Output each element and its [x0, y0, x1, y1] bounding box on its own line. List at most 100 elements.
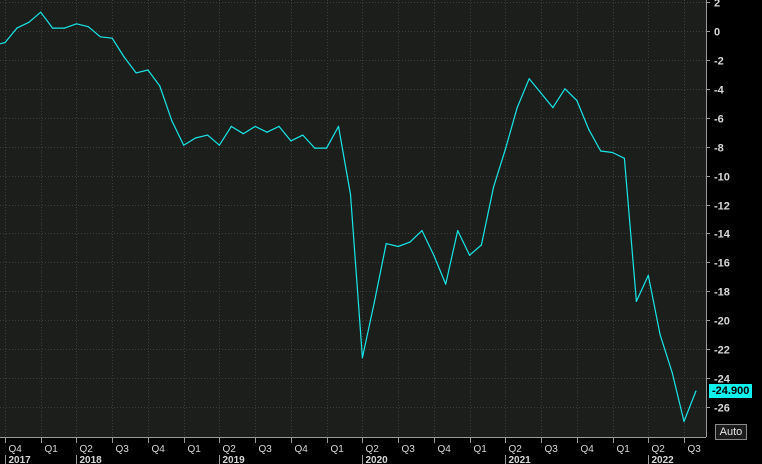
data-point — [457, 230, 459, 232]
data-point — [588, 128, 590, 130]
series-group — [0, 11, 697, 423]
x-quarter-label: Q1 — [474, 444, 488, 455]
data-point — [445, 283, 447, 285]
y-tick-label: -20 — [714, 316, 730, 328]
data-point — [326, 147, 328, 149]
y-tick-label: -10 — [714, 172, 730, 184]
y-tick-label: -4 — [714, 85, 725, 97]
y-tick-label: -12 — [714, 201, 730, 213]
data-point — [147, 69, 149, 71]
x-year-label: 2021 — [509, 455, 532, 464]
data-point — [242, 133, 244, 135]
y-tick-label: -6 — [714, 114, 724, 126]
data-point — [683, 420, 685, 423]
data-point — [194, 137, 197, 139]
data-point — [385, 243, 387, 245]
data-point — [647, 274, 649, 276]
data-point — [659, 334, 661, 336]
data-point — [266, 131, 268, 133]
y-axis: 2 0 -2 -4 -6 -8 -10 -12 -14 -16 -18 -20 -22 -24 -26 — [706, 0, 731, 415]
y-tick-label: 2 — [714, 0, 720, 10]
x-quarter-label: Q4 — [152, 444, 166, 455]
x-quarter-label: Q4 — [581, 444, 595, 455]
data-point — [302, 134, 304, 136]
data-point — [516, 107, 518, 109]
data-point — [409, 241, 411, 243]
data-point — [64, 27, 66, 29]
x-year-label: 2019 — [223, 455, 246, 464]
data-point — [373, 302, 375, 304]
x-quarter-label: Q2 — [366, 444, 380, 455]
x-quarter-label: Q1 — [45, 444, 59, 455]
data-point — [611, 151, 614, 154]
data-point — [230, 125, 232, 127]
y-tick-label: -2 — [714, 56, 724, 68]
y-tick-label: 0 — [714, 27, 720, 39]
data-point — [159, 85, 161, 87]
data-point — [564, 88, 566, 90]
x-quarter-label: Q3 — [545, 444, 559, 455]
x-quarter-label: Q4 — [295, 444, 309, 455]
data-point — [183, 144, 185, 146]
data-point — [111, 37, 113, 39]
data-point — [480, 244, 482, 246]
data-point — [492, 186, 495, 188]
x-quarter-label: Q3 — [116, 444, 130, 455]
y-tick-label: -24 — [714, 374, 731, 386]
x-quarter-label: Q3 — [259, 444, 273, 455]
data-point — [314, 147, 316, 149]
data-point — [469, 254, 471, 256]
last-value-badge: -24.900 — [709, 384, 753, 398]
data-point — [623, 157, 626, 159]
data-point — [52, 27, 54, 29]
x-quarter-label: Q1 — [331, 444, 345, 455]
data-point — [576, 99, 578, 101]
data-point — [254, 125, 256, 127]
x-year-label: 2018 — [80, 455, 103, 464]
data-point — [635, 300, 638, 302]
data-point — [207, 134, 209, 136]
data-point — [397, 245, 399, 248]
x-year-label: 2022 — [652, 455, 675, 464]
x-year-label: 2017 — [9, 455, 32, 464]
x-quarter-label: Q4 — [9, 444, 23, 455]
x-quarter-label: Q4 — [438, 444, 452, 455]
data-point — [600, 150, 602, 152]
gridlines — [0, 0, 706, 437]
data-point — [218, 144, 220, 146]
x-quarter-label: Q2 — [80, 444, 94, 455]
x-quarter-label: Q1 — [617, 444, 631, 455]
y-tick-label: -22 — [714, 345, 730, 357]
data-point — [99, 36, 101, 38]
data-point — [28, 21, 30, 23]
data-point — [290, 140, 292, 142]
y-tick-label: -16 — [714, 258, 730, 270]
data-point — [4, 42, 6, 44]
x-axis: Q4 Q1 Q2 Q3 Q4 Q1 Q2 Q3 Q4 Q1 Q2 Q3 Q4 Q1 Q2 Q3 Q4 Q1 Q2 Q3… — [5, 437, 701, 464]
data-point — [361, 357, 363, 359]
y-tick-label: -8 — [714, 143, 724, 155]
data-point — [671, 371, 673, 373]
data-point — [16, 27, 18, 29]
data-point — [421, 230, 423, 232]
y-tick-label: -26 — [714, 403, 730, 415]
data-point — [504, 149, 506, 151]
data-point — [695, 390, 697, 392]
data-point — [40, 11, 42, 13]
x-year-label: 2020 — [366, 455, 389, 464]
x-quarter-label: Q3 — [402, 444, 416, 455]
data-point — [540, 92, 542, 94]
data-point — [87, 26, 89, 28]
data-point — [349, 193, 352, 195]
data-point — [433, 254, 435, 256]
x-quarter-label: Q2 — [509, 444, 523, 455]
plot-area — [0, 0, 706, 437]
auto-scale-button[interactable]: Auto — [715, 424, 747, 440]
y-tick-label: -14 — [714, 229, 731, 241]
data-point — [552, 107, 554, 109]
x-quarter-label: Q2 — [223, 444, 237, 455]
x-quarter-label: Q1 — [188, 444, 202, 455]
data-point — [135, 72, 137, 74]
data-point — [278, 125, 280, 127]
